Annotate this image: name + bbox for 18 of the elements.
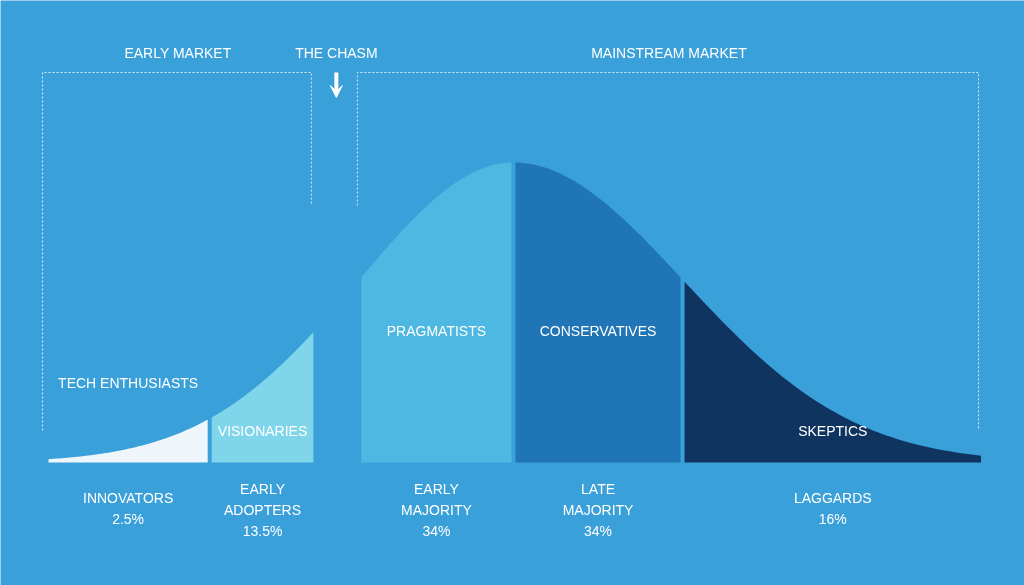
- text: VISIONARIES: [217, 422, 308, 439]
- data-label: 34%: [584, 522, 613, 539]
- category-label: LAGGARDS: [793, 489, 872, 506]
- data-label: 34%: [422, 522, 451, 539]
- text: MAINSTREAM MARKET: [591, 44, 748, 61]
- data-label: 13.5%: [242, 522, 283, 539]
- data-label: 16%: [818, 510, 847, 527]
- category-label: EARLY MAJORITY: [401, 480, 473, 518]
- text: SKEPTICS: [798, 422, 868, 439]
- text: CONSERVATIVES: [539, 322, 657, 339]
- text: THE CHASM: [295, 44, 378, 61]
- category-label: LATE MAJORITY: [562, 480, 635, 518]
- text: EARLY MARKET: [124, 44, 232, 61]
- text: PRAGMATISTS: [386, 322, 487, 339]
- text: TECH ENTHUSIASTS: [58, 374, 199, 391]
- data-label: 2.5%: [112, 510, 145, 527]
- category-label: INNOVATORS: [82, 489, 174, 506]
- category-label: EARLY ADOPTERS: [224, 480, 302, 518]
